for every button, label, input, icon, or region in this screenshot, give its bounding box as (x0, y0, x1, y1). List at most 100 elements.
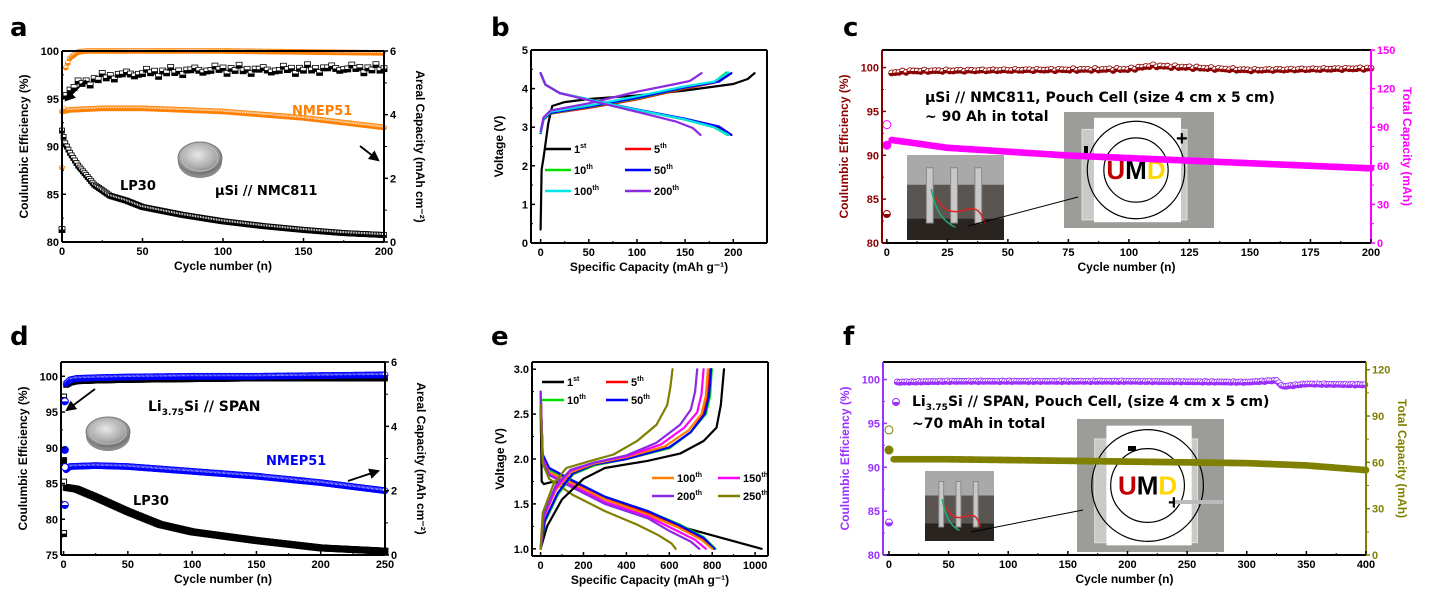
x-tick-label: 200 (312, 559, 330, 571)
legend-ordinal: th (761, 490, 768, 497)
x-axis-label: Specific Capacity (mAh g⁻¹) (571, 573, 729, 587)
legend-number: 200 (654, 186, 672, 198)
series-label-lp30: LP30 (120, 179, 156, 194)
legend-number: 5 (654, 144, 660, 156)
curve-50th-charge (539, 368, 713, 550)
x-tick-label: 200 (1362, 247, 1380, 259)
data-point-fill (203, 70, 210, 74)
y-right-axis-label: Total Capacity (mAh) (1400, 87, 1414, 206)
x-tick-label: 200 (375, 246, 393, 258)
x-tick-label: 50 (942, 559, 954, 571)
series-label-lp30: LP30 (133, 494, 169, 509)
legend-label: 100th (574, 185, 599, 198)
y-axis-label: Voltage (V) (493, 428, 507, 490)
x-tick-label: 100 (628, 247, 646, 259)
y-tick-label: 100 (862, 375, 880, 387)
y-tick-label: 0 (522, 238, 528, 250)
data-point-fill (119, 73, 126, 77)
data-point-fill (308, 70, 315, 74)
data-series-capacity (890, 455, 1370, 474)
minus-terminal-icon (1128, 446, 1136, 451)
y-tick-label: 85 (47, 189, 59, 201)
legend-number: 10 (574, 165, 586, 177)
data-point-fill (75, 80, 82, 84)
y-axis-label: Voltage (V) (492, 116, 506, 178)
curve-5th-discharge (539, 390, 716, 550)
legend-item: 50th (606, 394, 650, 407)
photo-wire-red (935, 197, 986, 224)
legend-marker-fill (892, 402, 900, 406)
legend-item: 10th (545, 164, 593, 177)
data-point (882, 140, 892, 150)
inset-photo-test-setup (925, 471, 994, 541)
curve-250th-charge (539, 368, 674, 550)
data-point-fill (264, 70, 271, 74)
legend-ordinal: th (672, 185, 679, 192)
inset-photo-pouch-cell: UMD+ (1064, 112, 1214, 228)
x-tick-label: 150 (1241, 247, 1259, 259)
logo-paper (1094, 117, 1181, 223)
y-right-tick-label: 120 (1372, 365, 1390, 377)
data-point-fill (60, 533, 67, 537)
data-point-fill (340, 69, 347, 73)
coin-cell-rim (89, 419, 127, 445)
inset-photo-pouch-cell: UMD+ (1077, 419, 1224, 552)
y-tick-label: 85 (867, 194, 879, 206)
chart-panel-c: UMD+ µSi // NMC811, Pouch Cell (size 4 cm… (837, 13, 1414, 274)
data-point-fill (111, 79, 118, 83)
photo-base (907, 218, 1004, 240)
legend-number: 250 (743, 491, 761, 503)
curve-100th-discharge (539, 72, 730, 136)
photo-clamp-rod (972, 481, 979, 528)
data-point-fill (316, 72, 323, 76)
y-tick-label: 100 (41, 46, 59, 58)
legend-label: 150th (743, 472, 768, 485)
data-series-lp30-ce (58, 61, 388, 233)
data-point-fill (187, 69, 194, 73)
legend-number: 1 (574, 144, 580, 156)
data-point-fill (232, 70, 239, 74)
arrow-left-axis-icon (64, 79, 87, 102)
data-point-fill (336, 70, 343, 74)
x-tick-label: 0 (538, 247, 544, 259)
x-tick-label: 0 (538, 560, 544, 572)
data-point-fill (240, 70, 247, 74)
data-series-ce (888, 61, 1375, 77)
data-point-fill (292, 73, 299, 77)
data-point-fill (87, 85, 94, 89)
data-point-fill (220, 68, 226, 72)
coin-cell-icon (85, 416, 131, 451)
x-tick-label: 50 (583, 247, 595, 259)
y-tick-label: 100 (861, 63, 879, 75)
legend-number: 150 (743, 473, 761, 485)
data-point-fill (885, 522, 893, 527)
x-axis-label: Cycle number (n) (1075, 572, 1173, 586)
x-tick-label: 50 (1002, 247, 1014, 259)
data-point-fill (215, 69, 222, 73)
data-point-fill (179, 74, 186, 78)
minus-terminal-icon (1084, 146, 1088, 158)
legend-item: 100th (545, 185, 599, 198)
x-tick-label: 0 (886, 559, 892, 571)
curve-1st-charge (539, 72, 756, 231)
data-point-fill (207, 70, 214, 74)
y-tick-label: 1 (522, 199, 528, 211)
x-tick-label: 350 (1297, 559, 1315, 571)
x-tick-label: 150 (294, 246, 312, 258)
data-point (884, 425, 894, 435)
x-tick-label: 75 (1062, 247, 1074, 259)
x-tick-label: 0 (59, 246, 65, 258)
legend-label: 250th (743, 490, 768, 503)
x-axis-label: Cycle number (n) (174, 572, 272, 586)
y-tick-label: 95 (867, 106, 879, 118)
legend-item: 100th (652, 472, 702, 485)
legend-label: 10th (567, 394, 586, 407)
y-right-tick-label: 4 (391, 421, 398, 433)
photo-base (925, 523, 994, 541)
logo-inner-ring (1103, 137, 1169, 203)
data-point-fill (143, 69, 150, 73)
legend-label: 10th (574, 164, 593, 177)
